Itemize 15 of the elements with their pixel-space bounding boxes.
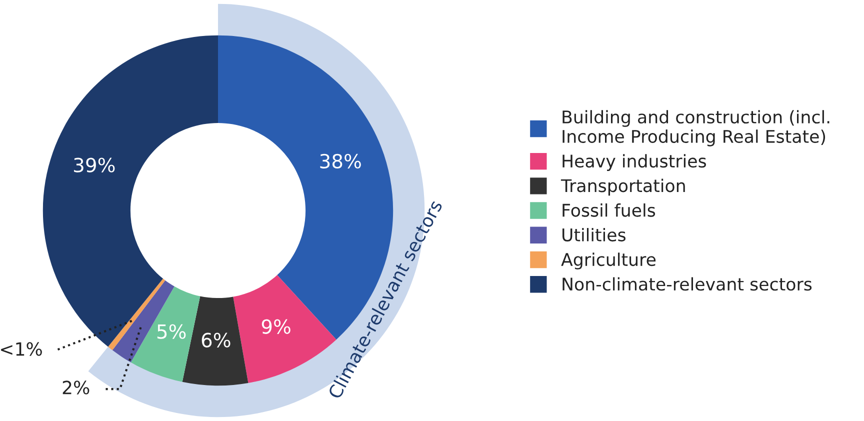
legend-label: Transportation xyxy=(560,178,685,196)
data-label: 9% xyxy=(262,319,290,334)
legend-label: Utilities xyxy=(562,228,626,242)
data-label: 2% xyxy=(62,380,90,394)
data-label: 6% xyxy=(202,332,230,348)
data-label: 5% xyxy=(157,324,186,339)
legend-label: Building and construction (incl. Income Producing Real Estate) xyxy=(562,110,830,146)
legend-label: Agriculture xyxy=(561,252,656,270)
legend-label: Non-climate-relevant sectors xyxy=(562,277,812,291)
legend-label: Fossil fuels xyxy=(562,203,656,217)
data-label: <1% xyxy=(1,342,42,356)
data-label: 38% xyxy=(320,154,361,169)
data-label: 39% xyxy=(74,158,115,172)
donut-slice xyxy=(130,286,200,382)
legend-label: Heavy industries xyxy=(562,154,706,171)
